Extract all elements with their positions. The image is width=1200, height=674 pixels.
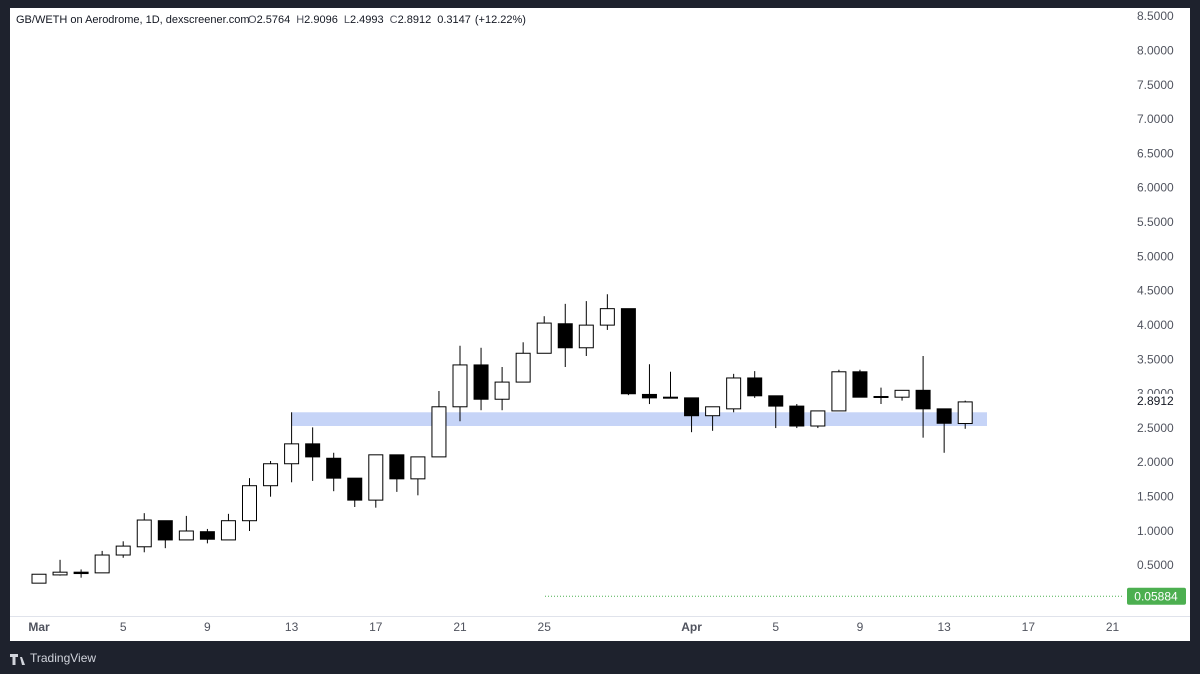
candle-body (31, 573, 47, 584)
y-tick-label: 2.5000 (1137, 421, 1174, 435)
brand-name: TradingView (30, 651, 96, 665)
candle-body (115, 545, 131, 556)
brand: TradingView (10, 651, 96, 665)
candle-body (284, 443, 300, 465)
candle-body (94, 554, 110, 574)
last-price-box (1127, 393, 1187, 410)
ohlc-key: O (248, 14, 257, 26)
y-tick-label: 1.0000 (1137, 524, 1174, 538)
candle-body (52, 571, 68, 576)
x-tick-label: 13 (937, 620, 951, 634)
y-tick-label: 8.0000 (1137, 43, 1174, 57)
x-tick-label: 17 (369, 620, 383, 634)
x-tick-label: 13 (285, 620, 299, 634)
candle-body (620, 308, 636, 395)
x-tick-label: 9 (857, 620, 864, 634)
y-tick-label: 0.5000 (1137, 558, 1174, 572)
candle-body (305, 443, 321, 458)
candle-body (747, 377, 763, 397)
y-tick-label: 3.5000 (1137, 352, 1174, 366)
candle-body (431, 406, 447, 458)
chart-title: GB/WETH on Aerodrome, 1D, dexscreener.co… (16, 14, 250, 26)
candle-body (199, 531, 215, 540)
y-tick-label: 2.0000 (1137, 455, 1174, 469)
candle-body (494, 381, 510, 400)
y-tick-label: 8.5000 (1137, 9, 1174, 23)
ohlc-value: 2.5764 (257, 14, 291, 26)
candle-body (410, 456, 426, 480)
y-tick-label: 4.0000 (1137, 318, 1174, 332)
candle-body (242, 485, 257, 522)
ohlc-value: 2.4993 (350, 14, 384, 26)
candle-body (810, 410, 826, 427)
candle-body (473, 364, 489, 400)
logo (10, 654, 25, 665)
y-tick-label: 6.5000 (1137, 146, 1174, 160)
y-tick-label: 5.5000 (1137, 215, 1174, 229)
candle-body (452, 364, 468, 408)
candle-body (957, 401, 973, 425)
x-tick-label: Apr (681, 620, 702, 634)
ohlc-value: 2.9096 (304, 14, 338, 26)
y-tick-label: 1.5000 (1137, 490, 1174, 504)
zone (291, 412, 988, 427)
candle-body (578, 324, 594, 349)
ohlc-value: 2.8912 (398, 14, 432, 26)
y-tick-label: 7.5000 (1137, 78, 1174, 92)
y-tick-label: 5.0000 (1137, 249, 1174, 263)
candle-body (873, 395, 889, 398)
x-tick-label: 21 (453, 620, 467, 634)
x-tick-label: 21 (1106, 620, 1120, 634)
candle-body (515, 352, 531, 383)
price-line-label-box (1127, 587, 1186, 605)
candle-body (73, 571, 89, 575)
candle-body (220, 520, 236, 541)
candle-body (157, 520, 173, 541)
candle-body (789, 405, 805, 427)
x-tick-label: 25 (538, 620, 552, 634)
last-price-label: 2.8912 (1137, 394, 1174, 408)
candle-body (831, 371, 847, 412)
x-tick-label: Mar (28, 620, 50, 634)
x-tick-label: 5 (772, 620, 779, 634)
candle-body (599, 308, 615, 326)
ohlc-legend: O2.5764 H2.9096 L2.4993 C2.8912 0.3147 (+12.2… (248, 14, 526, 26)
x-tick-label: 17 (1022, 620, 1036, 634)
candle-body (663, 396, 678, 399)
ohlc-key: L (344, 14, 350, 26)
candle-body (326, 457, 342, 479)
price-line-label: 0.05884 (1134, 589, 1178, 603)
ohlc-key: C (390, 14, 398, 26)
candle-body (684, 397, 700, 417)
candle-body (368, 454, 384, 501)
candle-body (347, 477, 363, 501)
candle-body (136, 519, 152, 548)
candle-body (557, 323, 573, 349)
candle-body (894, 389, 910, 398)
y-tick-label: 4.5000 (1137, 284, 1174, 298)
candle-body (726, 377, 742, 410)
candle-body (178, 530, 194, 541)
candle-body (915, 389, 931, 410)
candle-body (536, 322, 552, 354)
candle-body (768, 395, 784, 407)
candle-body (641, 393, 657, 399)
candle-body (705, 406, 721, 417)
change: (+12.22%) (475, 14, 526, 26)
x-tick-label: 9 (204, 620, 211, 634)
y-tick-label: 7.0000 (1137, 112, 1174, 126)
candle-body (389, 454, 405, 480)
candle-body (852, 371, 868, 398)
candle-body (263, 463, 279, 487)
y-tick-label: 6.0000 (1137, 181, 1174, 195)
plot: 0.50001.00001.50002.00002.50003.00003.50… (28, 9, 1187, 634)
x-tick-label: 5 (120, 620, 127, 634)
ohlc-key: H (296, 14, 304, 26)
change: 0.3147 (437, 14, 471, 26)
candle-body (936, 408, 952, 424)
